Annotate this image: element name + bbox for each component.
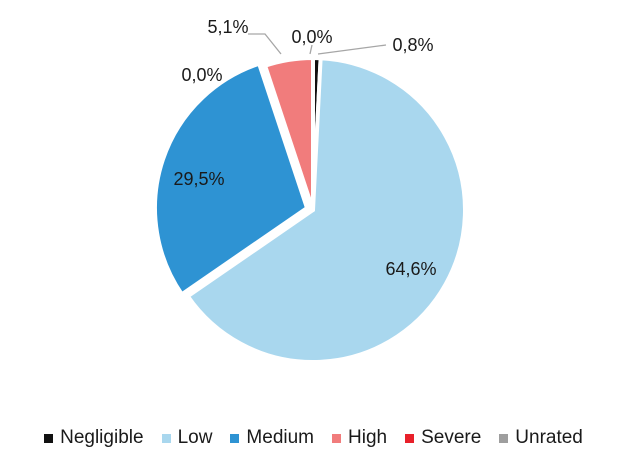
pie-slice-medium (153, 61, 309, 297)
legend-label-severe: Severe (421, 427, 482, 448)
legend-swatch-medium (230, 433, 240, 443)
pie-slice-high (263, 56, 315, 212)
legend-label-medium: Medium (246, 427, 314, 448)
pie-slice-low (185, 56, 467, 364)
leader-line-negligible (317, 44, 387, 55)
data-label-severe: 0,0% (291, 27, 332, 47)
legend-item-low: Low (161, 427, 213, 449)
legend-item-high: High (332, 427, 387, 449)
leader-line-high (248, 33, 282, 55)
legend-label-low: Low (177, 427, 213, 448)
data-label-low: 64,6% (385, 259, 436, 279)
legend-label-high: High (348, 427, 388, 448)
legend-swatch-high (332, 433, 341, 443)
legend-swatch-low (161, 433, 171, 443)
legend-label-negligible: Negligible (60, 427, 144, 448)
pie-chart: 0,8% 64,6% 29,5% 0,0% 5,1% 0,0% (153, 17, 467, 364)
data-label-negligible: 0,8% (392, 35, 433, 55)
data-label-unrated: 0,0% (181, 65, 222, 85)
data-label-medium: 29,5% (173, 169, 224, 189)
legend-swatch-severe (405, 433, 415, 443)
legend-item-medium: Medium (230, 427, 314, 449)
legend-label-unrated: Unrated (515, 427, 583, 448)
legend-swatch-unrated (499, 433, 509, 443)
leader-line-severe (309, 44, 313, 55)
data-label-high: 5,1% (207, 17, 248, 37)
legend-swatch-negligible (44, 433, 54, 443)
legend: Negligible Low Medium High Severe Unrate… (0, 424, 627, 452)
legend-item-severe: Severe (405, 427, 481, 449)
legend-item-unrated: Unrated (499, 427, 583, 449)
legend-item-negligible: Negligible (44, 427, 144, 449)
